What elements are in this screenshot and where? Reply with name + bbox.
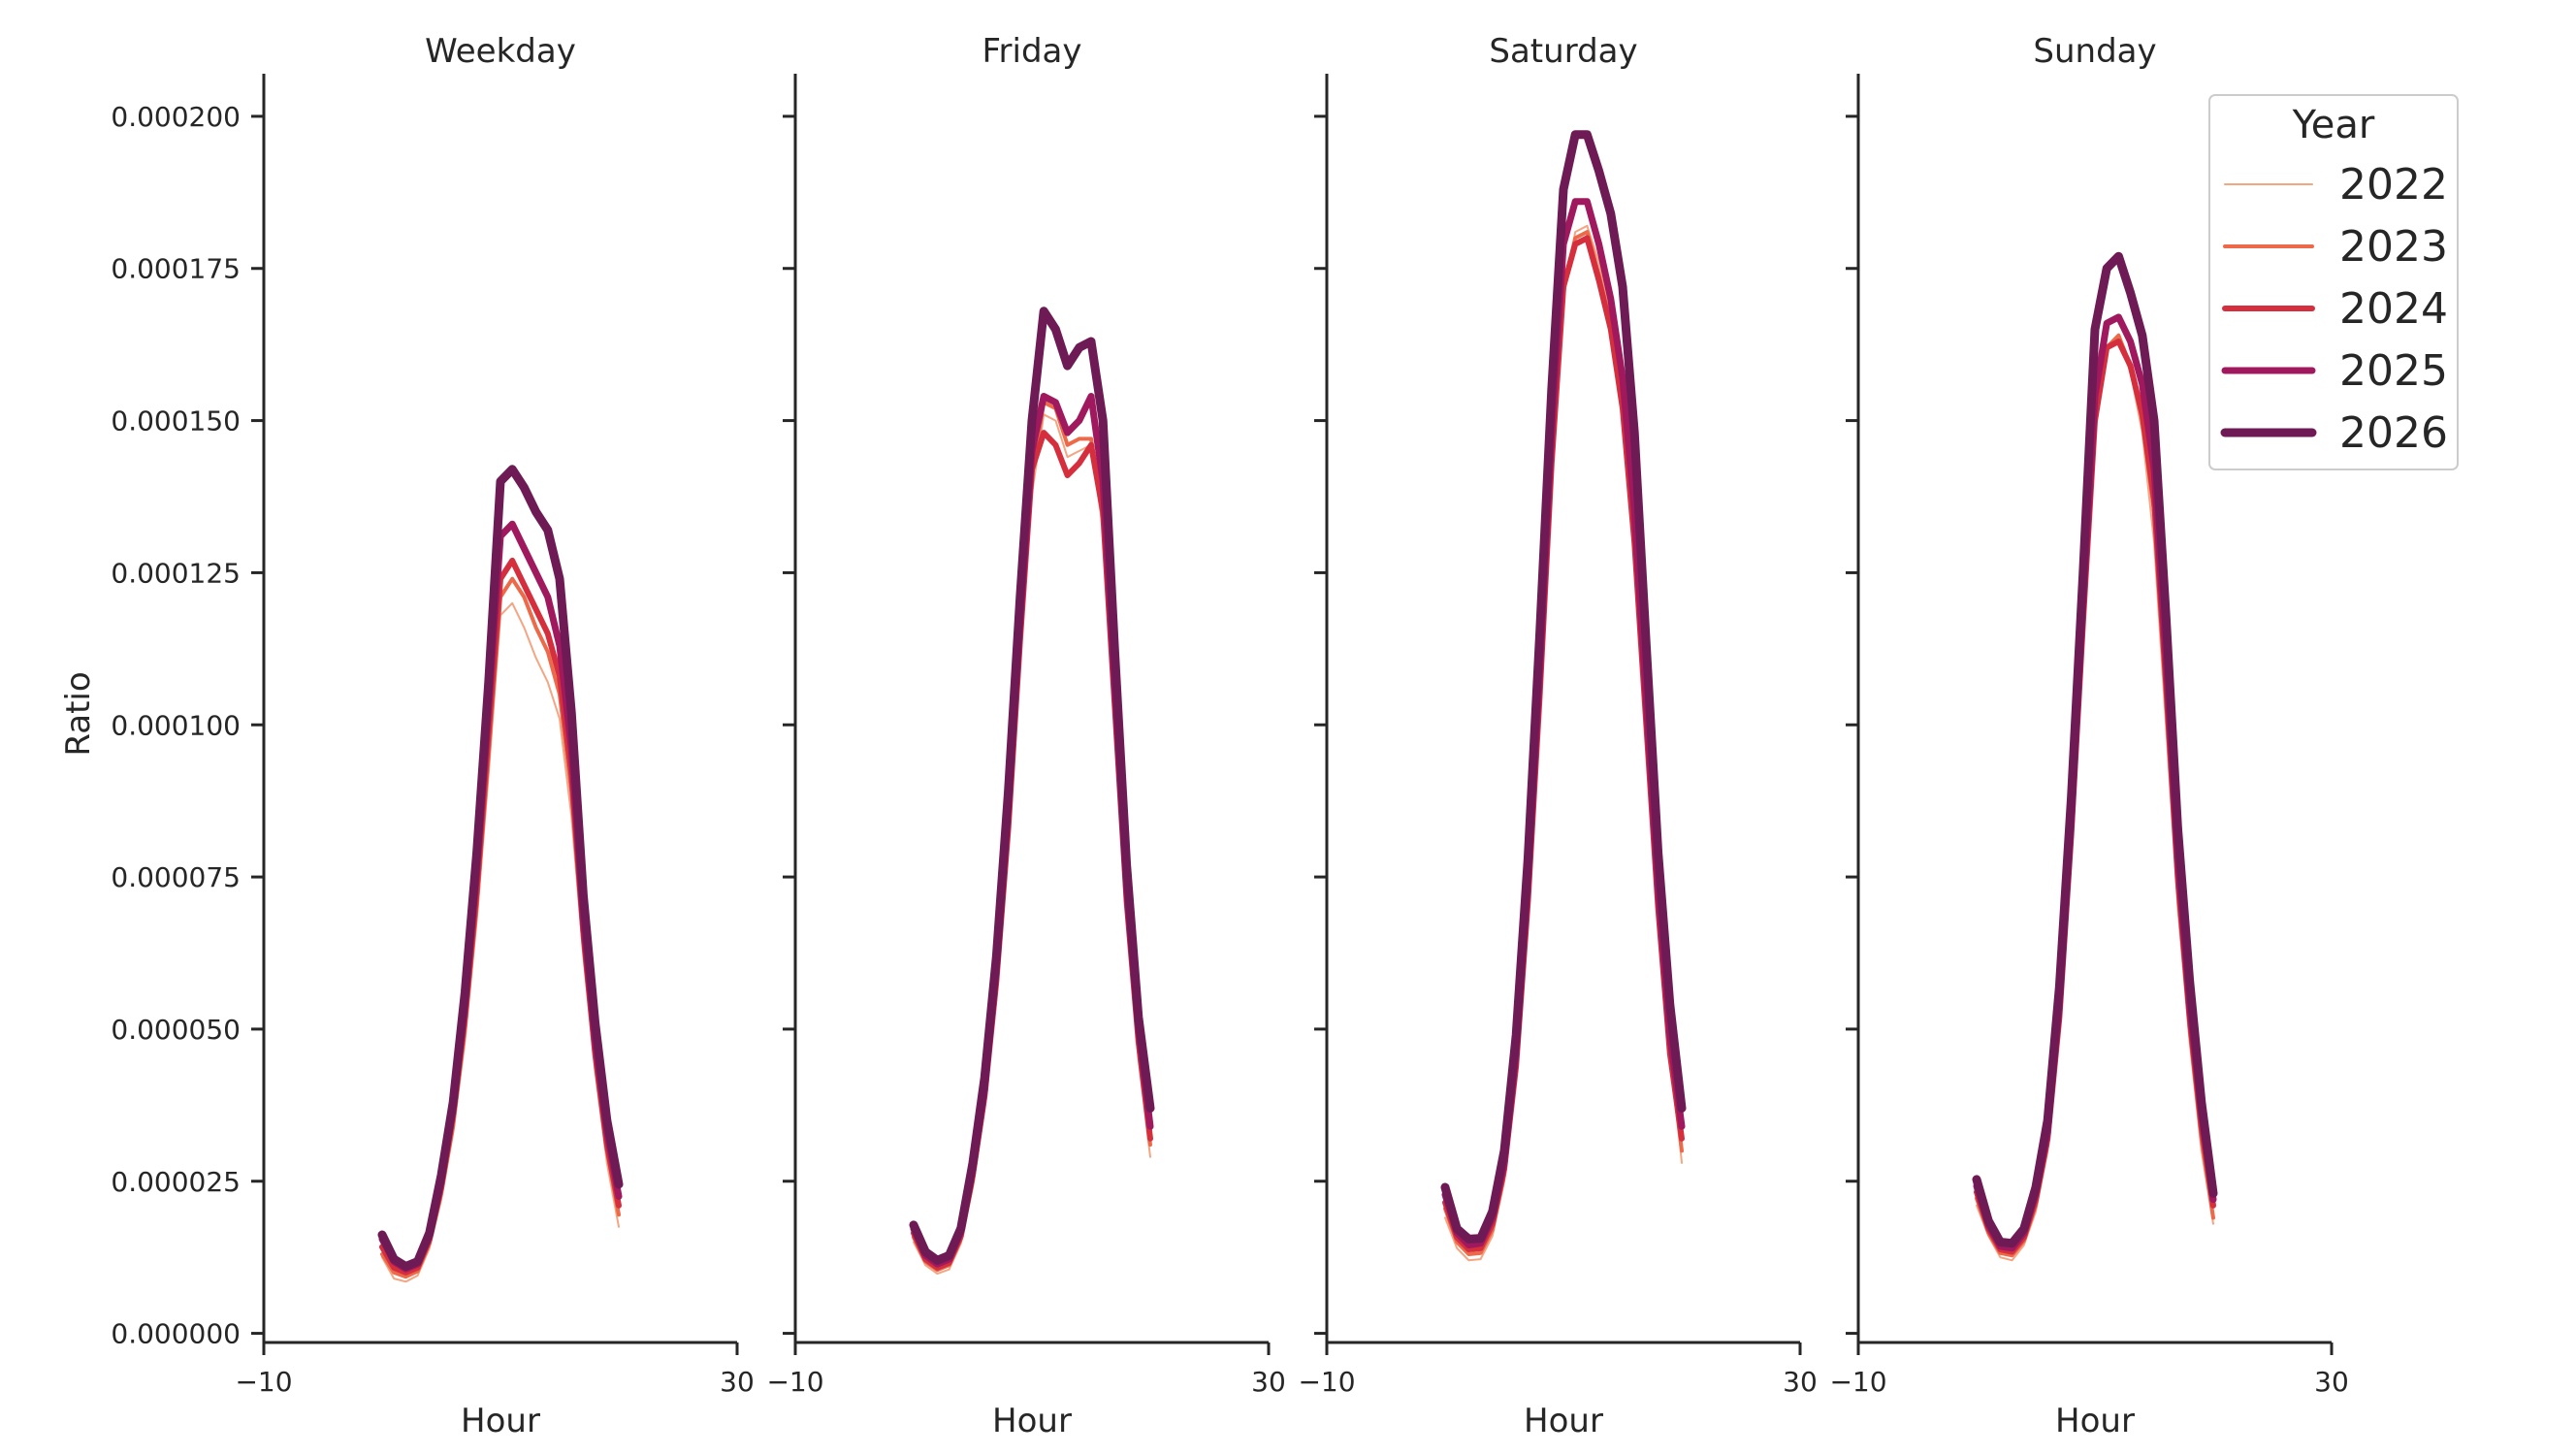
legend-label: 2023 [2339,222,2448,272]
legend-item-2023: 2023 [2223,222,2448,272]
panel-title: Weekday [425,32,576,71]
legend-item-2026: 2026 [2220,408,2448,458]
series-line-2022 [913,413,1151,1276]
x-tick-label: −10 [766,1366,823,1398]
legend: Year 2022 2023 2024 2025 2026 [2208,94,2459,470]
legend-item-2025: 2025 [2221,346,2448,396]
y-tick-label: 0.000125 [111,557,241,589]
legend-item-2024: 2024 [2222,284,2448,334]
x-axis-label: Hour [1524,1402,1603,1440]
y-tick-label: 0.000025 [111,1166,241,1198]
x-tick-label: −10 [235,1366,292,1398]
x-tick-label: 30 [1251,1366,1286,1398]
x-tick-label: 30 [2314,1366,2349,1398]
legend-label: 2025 [2339,346,2448,396]
x-axis-label: Hour [461,1402,540,1440]
panel-title: Friday [982,32,1081,71]
y-tick-label: 0.000075 [111,861,241,893]
series-line-2026 [909,307,1155,1265]
panel-title: Saturday [1489,32,1637,71]
series-line-2025 [910,393,1154,1268]
series-line-2026 [377,465,624,1272]
series-line-2023 [912,400,1152,1273]
legend-item-2022: 2022 [2224,160,2448,210]
panel-friday: Friday −10 30 Hour [766,32,1285,1440]
panel-saturday: Saturday −10 30 Hour [1298,32,1817,1440]
legend-label: 2024 [2339,284,2448,334]
panels: Weekday 0.000000 0.000025 0.000050 0.000075 0… [59,32,2349,1440]
y-tick-label: 0.000050 [111,1014,241,1046]
y-tick-label: 0.000150 [111,405,241,437]
series-line-2026 [1440,130,1687,1244]
x-tick-label: −10 [1298,1366,1355,1398]
y-tick-label: 0.000200 [111,101,241,133]
y-tick-label: 0.000000 [111,1318,241,1350]
y-axis-label: Ratio [59,671,98,756]
x-axis-label: Hour [2055,1402,2135,1440]
y-tick-label: 0.000100 [111,709,241,741]
panel-weekday: Weekday 0.000000 0.000025 0.000050 0.000075 0… [111,32,754,1440]
series-line-2025 [1441,198,1686,1249]
x-axis-label: Hour [992,1402,1072,1440]
legend-frame [2208,94,2459,470]
panel-sunday: Sunday −10 30 Hour [1829,32,2348,1440]
x-tick-label: 30 [1783,1366,1818,1398]
series-line-2026 [1972,251,2218,1248]
legend-title: Year [2292,103,2375,147]
x-tick-label: 30 [720,1366,755,1398]
legend-label: 2022 [2339,160,2448,210]
x-tick-label: −10 [1829,1366,1886,1398]
series-line-2024 [911,430,1153,1271]
y-tick-label: 0.000175 [111,253,241,285]
panel-title: Sunday [2033,32,2156,71]
legend-label: 2026 [2339,408,2448,458]
